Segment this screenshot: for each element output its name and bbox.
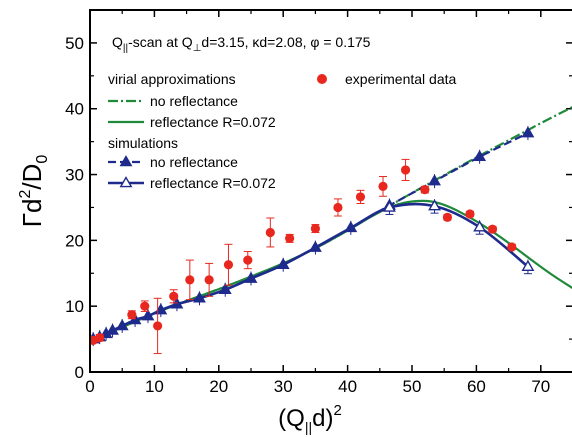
sim-reflectance-line: [92, 202, 529, 341]
experimental-point: [378, 181, 388, 191]
sim-reflectance-point: [383, 200, 396, 212]
legend-label-virial-reflectance: reflectance R=0.072: [150, 114, 276, 130]
experimental-point: [169, 291, 179, 301]
sim-no-reflectance-point: [244, 271, 258, 283]
x-tick-label: 30: [274, 377, 293, 396]
tick-labels: 0 10 20 30 40 50 60 70 0 10 20 30 40 50: [65, 34, 550, 396]
experimental-point: [333, 202, 343, 213]
legend-label-sim-no-reflectance: no reflectance: [150, 154, 238, 170]
y-axis-title: Γd2/D0: [17, 155, 51, 228]
x-tick-label: 40: [338, 377, 357, 396]
sim-no-reflectance-point: [473, 149, 487, 162]
experimental-point: [310, 223, 320, 234]
experimental-point: [265, 227, 275, 238]
x-tick-label: 60: [467, 377, 486, 396]
experimental-point: [153, 321, 163, 331]
x-tick-label: 0: [85, 377, 94, 396]
legend-heading-virial: virial approximations: [108, 71, 236, 87]
x-tick-label: 70: [531, 377, 550, 396]
x-tick-label: 10: [145, 377, 164, 396]
experimental-point: [243, 255, 253, 265]
axis-ticks: [89, 10, 572, 373]
sim-no-reflectance-point: [521, 126, 535, 138]
sim-no-reflectance-point: [106, 323, 119, 335]
y-tick-label: 30: [65, 166, 84, 185]
chart-annotation: Q||-scan at Q⊥d=3.15, κd=2.08, φ = 0.175: [112, 34, 371, 54]
y-tick-label: 0: [75, 363, 84, 382]
experimental-point: [400, 165, 411, 175]
legend-label-sim-reflectance: reflectance R=0.072: [150, 175, 276, 191]
legend: virial approximations experimental data …: [108, 71, 457, 191]
experimental-point: [355, 192, 366, 202]
sim-no-reflectance-point: [428, 174, 441, 186]
legend-symbol-experimental: [317, 74, 327, 84]
experimental-point: [487, 224, 498, 234]
virial-reflectance-curve: [90, 199, 572, 343]
experimental-point: [285, 233, 295, 243]
experimental-point: [95, 333, 105, 343]
plot-frame: [89, 9, 572, 373]
experimental-point: [140, 301, 150, 311]
y-tick-label: 40: [65, 100, 84, 119]
sim-no-reflectance-point: [344, 220, 358, 233]
experimental-point: [204, 275, 214, 285]
y-tick-label: 10: [65, 297, 84, 316]
sim-reflectance-point: [428, 199, 441, 211]
sim-reflectance-point: [521, 259, 535, 271]
legend-symbols: [108, 74, 327, 188]
sim-no-reflectance-point: [115, 319, 129, 331]
legend-label-experimental: experimental data: [345, 71, 457, 87]
experimental-point: [507, 242, 517, 252]
y-tick-label: 50: [65, 34, 84, 53]
sim-no-reflectance-point: [308, 240, 322, 252]
sim-no-reflectance-point: [154, 303, 168, 315]
x-tick-label: 20: [209, 377, 228, 396]
experimental-point: [223, 260, 234, 270]
legend-label-virial-no-reflectance: no reflectance: [150, 93, 238, 109]
experimental-point: [465, 209, 475, 219]
experimental-point: [442, 212, 453, 222]
sim-reflectance-point: [473, 220, 487, 232]
sim-no-reflectance-point: [193, 291, 206, 303]
plot-area: [90, 106, 572, 355]
sim-no-reflectance-point: [276, 257, 290, 269]
sim-no-reflectance-point: [141, 309, 155, 321]
x-axis-title: (Q||d)2: [278, 402, 342, 435]
experimental-point: [420, 185, 430, 195]
experimental-point: [127, 310, 137, 320]
legend-symbol-sim-no-reflectance-marker: [119, 155, 133, 167]
legend-heading-simulations: simulations: [108, 135, 178, 151]
legend-symbol-sim-reflectance-marker: [119, 176, 133, 188]
sim-no-reflectance-point: [218, 282, 232, 295]
x-tick-label: 50: [403, 377, 422, 396]
experimental-point: [185, 275, 195, 285]
y-tick-label: 20: [65, 231, 84, 250]
